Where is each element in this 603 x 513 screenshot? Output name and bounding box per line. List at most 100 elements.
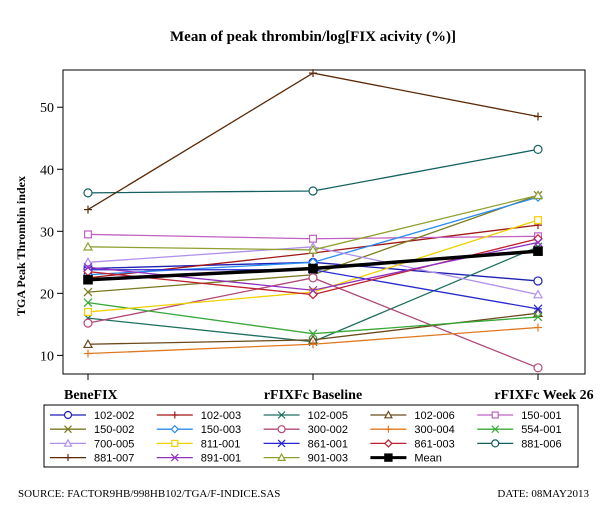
legend-label: 102-002 bbox=[94, 410, 134, 422]
legend-item: 700-005 bbox=[50, 438, 134, 450]
legend-item: 102-002 bbox=[50, 410, 134, 422]
legend-label: 891-001 bbox=[201, 453, 241, 465]
legend-label: 881-007 bbox=[94, 453, 134, 465]
data-point bbox=[170, 453, 179, 462]
y-axis-label: TGA Peak Thrombin index bbox=[14, 176, 28, 316]
legend-item: 150-002 bbox=[50, 424, 134, 436]
data-point bbox=[384, 453, 393, 462]
data-point bbox=[308, 263, 318, 274]
data-point bbox=[64, 425, 72, 434]
data-point bbox=[491, 411, 499, 419]
data-point bbox=[533, 363, 543, 373]
data-point bbox=[83, 307, 92, 316]
legend-item: 891-001 bbox=[156, 453, 241, 465]
legend-item: 102-003 bbox=[156, 410, 241, 422]
series-881-006 bbox=[83, 144, 543, 198]
footer-date: DATE: 08MAY2013 bbox=[497, 488, 589, 500]
series-300-002 bbox=[83, 273, 543, 373]
series-mean bbox=[83, 246, 543, 285]
legend-item: 881-007 bbox=[50, 453, 134, 465]
legend: 102-002 102-003 102-005 102-006 150-001 150-0… bbox=[43, 404, 579, 468]
data-point bbox=[309, 340, 317, 349]
legend-label: 861-001 bbox=[308, 438, 348, 450]
data-point bbox=[171, 439, 179, 447]
data-point bbox=[532, 190, 544, 200]
legend-item: 300-002 bbox=[263, 424, 348, 436]
legend-label: 150-001 bbox=[521, 410, 561, 422]
footer-source: SOURCE: FACTOR9HB/998HB102/TGA/F-INDICE.… bbox=[18, 488, 281, 500]
legend-label: 150-002 bbox=[94, 424, 134, 436]
data-point bbox=[83, 262, 93, 272]
legend-item: 300-004 bbox=[370, 424, 455, 436]
data-point bbox=[63, 438, 73, 447]
series-881-007 bbox=[84, 69, 542, 214]
x-axis: BeneFIX rFIXFc Baseline rFIXFc Week 26 bbox=[64, 374, 594, 403]
legend-item: 861-003 bbox=[370, 438, 455, 450]
series-554-001 bbox=[83, 298, 543, 339]
legend-label: 700-005 bbox=[94, 438, 134, 450]
legend-label: 150-003 bbox=[201, 424, 241, 436]
data-point bbox=[308, 273, 318, 283]
data-point bbox=[491, 425, 500, 434]
data-point bbox=[309, 234, 318, 243]
data-point bbox=[533, 216, 542, 225]
series-300-004 bbox=[84, 323, 542, 358]
data-point bbox=[82, 257, 94, 267]
data-point bbox=[533, 304, 543, 314]
data-point bbox=[533, 238, 543, 247]
legend-item: 861-001 bbox=[263, 438, 348, 450]
data-point bbox=[384, 425, 392, 433]
data-point bbox=[171, 411, 179, 419]
data-point bbox=[64, 454, 72, 462]
data-point bbox=[532, 289, 544, 299]
legend-item: 150-003 bbox=[156, 424, 241, 436]
data-point bbox=[534, 112, 542, 121]
legend-item: 102-006 bbox=[370, 410, 455, 422]
legend-label: 102-005 bbox=[308, 410, 348, 422]
legend-label: 861-003 bbox=[414, 438, 454, 450]
data-point bbox=[83, 274, 93, 285]
legend-label: 901-003 bbox=[308, 453, 348, 465]
data-point bbox=[308, 329, 318, 339]
data-point bbox=[277, 411, 286, 419]
legend-item: 901-003 bbox=[263, 452, 348, 465]
data-point bbox=[277, 452, 287, 461]
data-point bbox=[384, 439, 393, 448]
series-line bbox=[87, 148, 539, 194]
x-tick-label: rFIXFc Week 26 bbox=[494, 388, 593, 403]
y-axis: 10 20 30 40 50 bbox=[40, 101, 63, 364]
legend-item: 102-005 bbox=[263, 410, 348, 422]
x-tick-label: rFIXFc Baseline bbox=[264, 388, 362, 403]
data-point bbox=[308, 186, 318, 196]
plot-border bbox=[62, 69, 586, 375]
legend-item: 811-001 bbox=[156, 438, 241, 450]
data-point bbox=[83, 188, 93, 198]
y-tick-label: 50 bbox=[40, 101, 54, 116]
y-tick-label: 40 bbox=[40, 163, 54, 178]
data-point bbox=[383, 410, 393, 419]
data-point bbox=[309, 69, 317, 78]
data-point bbox=[277, 439, 286, 448]
data-point bbox=[83, 298, 93, 308]
legend-label: 554-001 bbox=[521, 424, 561, 436]
y-tick-label: 10 bbox=[40, 349, 54, 364]
y-tick-label: 20 bbox=[40, 287, 54, 302]
legend-label: 300-004 bbox=[414, 424, 454, 436]
data-point bbox=[532, 307, 544, 317]
legend-item: Mean bbox=[370, 453, 442, 465]
data-point bbox=[84, 205, 92, 214]
legend-label: 811-001 bbox=[201, 438, 241, 450]
legend-item: 150-001 bbox=[477, 410, 562, 422]
data-point bbox=[533, 144, 543, 155]
chart-title: Mean of peak thrombin/log[FIX acivity (%… bbox=[170, 29, 456, 45]
legend-item: 881-006 bbox=[477, 438, 562, 450]
data-point bbox=[307, 244, 319, 254]
legend-label: 102-006 bbox=[414, 410, 454, 422]
data-point bbox=[83, 318, 93, 328]
legend-label: 300-002 bbox=[308, 424, 348, 436]
data-point bbox=[277, 425, 286, 434]
legend-label: 881-006 bbox=[521, 438, 561, 450]
plot-frame bbox=[62, 69, 586, 375]
series-layer bbox=[82, 69, 544, 373]
data-point bbox=[82, 338, 94, 349]
